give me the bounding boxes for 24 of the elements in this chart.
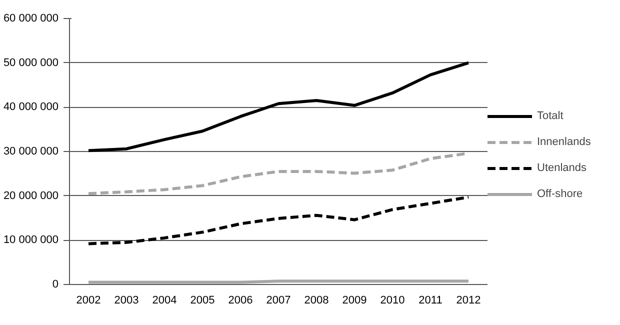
- y-tick-label: 0: [52, 278, 59, 290]
- x-tick-label: 2006: [228, 294, 253, 306]
- line-series: [87, 61, 470, 152]
- legend-label: Totalt: [537, 110, 564, 122]
- y-tick-label: 60 000 000: [3, 12, 59, 24]
- y-tick-label: 50 000 000: [3, 56, 59, 69]
- y-tick-label: 40 000 000: [3, 101, 59, 114]
- x-tick-label: 2008: [304, 294, 329, 306]
- x-tick-label: 2005: [190, 294, 215, 306]
- x-tick-label: 2011: [418, 294, 442, 306]
- x-tick-label: 2002: [76, 294, 101, 306]
- x-tick-label: 2012: [456, 294, 481, 306]
- x-tick-label: 2007: [266, 294, 291, 306]
- y-tick-label: 20 000 000: [3, 190, 59, 202]
- x-tick-label: 2003: [114, 294, 139, 306]
- x-tick-label: 2010: [380, 294, 405, 306]
- x-tick-label: 2004: [152, 294, 177, 306]
- line-series: [87, 196, 470, 246]
- y-tick-label: 30 000 000: [3, 146, 59, 158]
- legend-label: Innenlands: [537, 136, 591, 148]
- y-tick-label: 10 000 000: [3, 234, 59, 246]
- legend-label: Off-shore: [537, 188, 583, 200]
- legend-label: Utenlands: [537, 162, 587, 174]
- x-tick-label: 2009: [342, 294, 367, 306]
